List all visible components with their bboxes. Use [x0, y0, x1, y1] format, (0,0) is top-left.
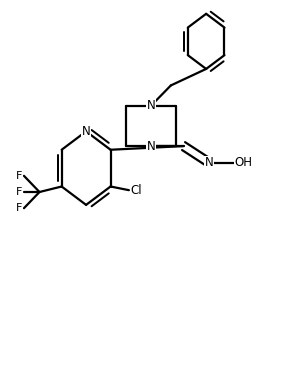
Text: Cl: Cl: [131, 184, 142, 197]
Text: N: N: [204, 156, 213, 169]
Text: N: N: [82, 125, 90, 138]
Text: F: F: [16, 187, 22, 197]
Text: N: N: [147, 99, 156, 112]
Text: N: N: [147, 140, 156, 153]
Text: OH: OH: [234, 156, 252, 169]
Text: F: F: [16, 171, 22, 181]
Text: F: F: [16, 203, 22, 213]
